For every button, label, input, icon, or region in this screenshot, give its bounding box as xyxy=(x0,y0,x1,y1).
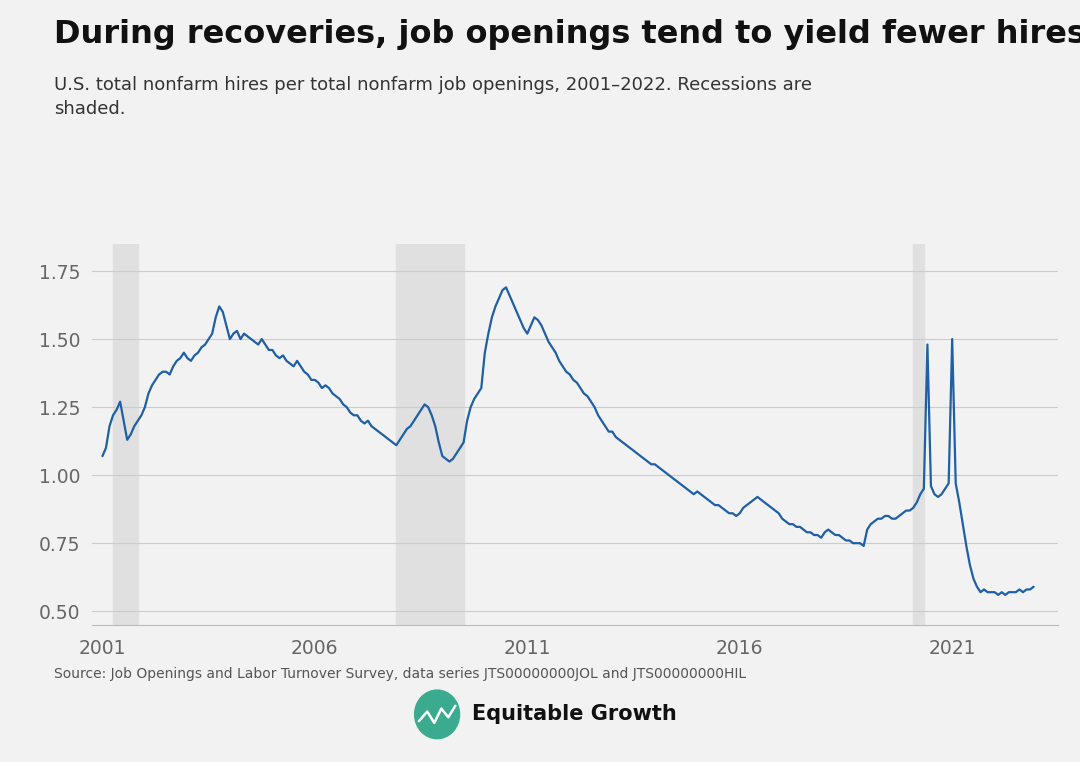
Text: Source: Job Openings and Labor Turnover Survey, data series JTS00000000JOL and J: Source: Job Openings and Labor Turnover … xyxy=(54,667,746,680)
Text: During recoveries, job openings tend to yield fewer hires: During recoveries, job openings tend to … xyxy=(54,19,1080,50)
Text: Equitable Growth: Equitable Growth xyxy=(472,704,677,725)
Text: U.S. total nonfarm hires per total nonfarm job openings, 2001–2022. Recessions a: U.S. total nonfarm hires per total nonfa… xyxy=(54,76,812,118)
Bar xyxy=(113,244,138,625)
Bar xyxy=(914,244,923,625)
Ellipse shape xyxy=(415,690,460,738)
Bar xyxy=(396,244,463,625)
